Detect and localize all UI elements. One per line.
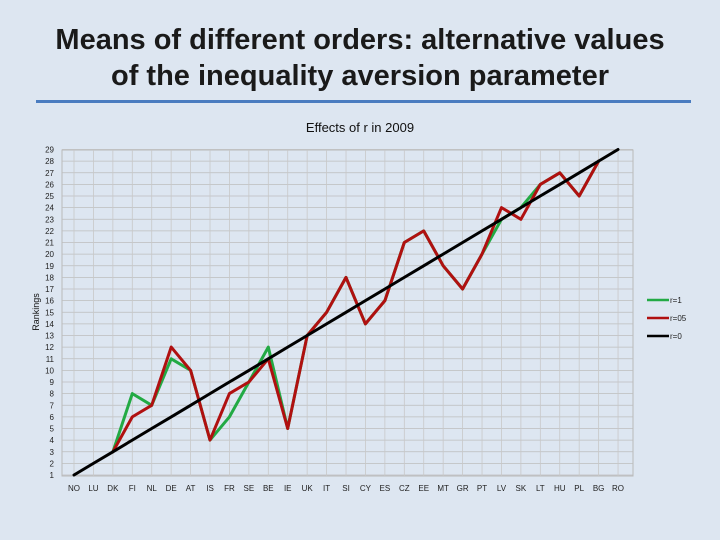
series-lines — [72, 148, 620, 477]
y-tick-label: 1 — [50, 471, 55, 480]
y-tick-label: 12 — [45, 343, 54, 352]
x-tick-label: LT — [536, 484, 545, 493]
x-tick-label: NO — [68, 484, 80, 493]
x-tick-label: DE — [166, 484, 177, 493]
x-tick-label: MT — [437, 484, 449, 493]
series-line-r05 — [111, 159, 601, 454]
y-tick-label: 17 — [45, 285, 54, 294]
x-tick-label: ES — [380, 484, 391, 493]
plot-area-border — [61, 149, 634, 477]
x-tick-label: CY — [360, 484, 372, 493]
y-tick-label: 25 — [45, 192, 54, 201]
y-tick-label: 27 — [45, 169, 54, 178]
y-tick-labels: 1234567891011121314151617181920212223242… — [45, 146, 54, 481]
y-tick-label: 23 — [45, 215, 54, 224]
x-tick-label: IE — [284, 484, 292, 493]
y-tick-label: 9 — [50, 378, 55, 387]
series-line-r0 — [72, 148, 620, 477]
y-tick-label: 18 — [45, 273, 54, 282]
y-tick-label: 21 — [45, 239, 54, 248]
y-tick-label: 24 — [45, 204, 54, 213]
x-tick-label: HU — [554, 484, 566, 493]
y-tick-label: 19 — [45, 262, 54, 271]
x-tick-label: PT — [477, 484, 487, 493]
y-tick-label: 2 — [50, 459, 55, 468]
x-tick-label: UK — [302, 484, 314, 493]
legend-label: r=05 — [670, 314, 687, 323]
y-tick-label: 13 — [45, 332, 54, 341]
slide-title: Means of different orders: alternative v… — [30, 22, 690, 94]
y-tick-label: 14 — [45, 320, 54, 329]
x-tick-label: SI — [342, 484, 350, 493]
x-tick-label: NL — [147, 484, 158, 493]
x-tick-label: GR — [457, 484, 469, 493]
x-tick-label: DK — [107, 484, 119, 493]
x-tick-labels: NO LU DK FI NL DE AT IS FR SE BE IE UK IT SI CY ES CZ EE MT… — [68, 484, 624, 493]
grid-lines — [61, 149, 634, 477]
x-tick-label: FI — [129, 484, 136, 493]
x-tick-label: IT — [323, 484, 330, 493]
legend-label: r=1 — [670, 296, 682, 305]
x-tick-label: IS — [206, 484, 214, 493]
x-tick-label: PL — [574, 484, 584, 493]
y-tick-label: 20 — [45, 250, 54, 259]
x-tick-label: BG — [593, 484, 605, 493]
y-tick-label: 7 — [50, 401, 55, 410]
x-tick-label: CZ — [399, 484, 410, 493]
y-tick-label: 15 — [45, 308, 54, 317]
y-axis-label: Rankings — [31, 293, 41, 331]
y-tick-label: 22 — [45, 227, 54, 236]
y-tick-label: 28 — [45, 157, 54, 166]
x-tick-label: AT — [186, 484, 196, 493]
x-tick-label: SE — [244, 484, 255, 493]
x-tick-label: RO — [612, 484, 624, 493]
legend: r=1 r=05 r=0 — [647, 296, 687, 341]
slide-title-line-2: of the inequality aversion parameter — [111, 60, 609, 92]
x-tick-label: FR — [224, 484, 235, 493]
y-tick-label: 10 — [45, 366, 54, 375]
y-tick-label: 29 — [45, 146, 54, 155]
title-divider — [36, 100, 691, 103]
x-tick-label: SK — [516, 484, 527, 493]
y-tick-label: 26 — [45, 180, 54, 189]
x-tick-label: LU — [88, 484, 98, 493]
legend-label: r=0 — [670, 332, 682, 341]
y-tick-label: 16 — [45, 297, 54, 306]
y-tick-label: 3 — [50, 448, 55, 457]
y-tick-label: 4 — [50, 436, 55, 445]
y-tick-label: 8 — [50, 390, 55, 399]
y-tick-label: 6 — [50, 413, 55, 422]
chart-title: Effects of r in 2009 — [306, 120, 414, 135]
y-tick-label: 11 — [46, 355, 55, 364]
slide-title-line-1: Means of different orders: alternative v… — [55, 24, 665, 56]
y-tick-label: 5 — [50, 425, 55, 434]
x-tick-label: BE — [263, 484, 274, 493]
x-tick-label: LV — [497, 484, 507, 493]
x-tick-label: EE — [418, 484, 429, 493]
